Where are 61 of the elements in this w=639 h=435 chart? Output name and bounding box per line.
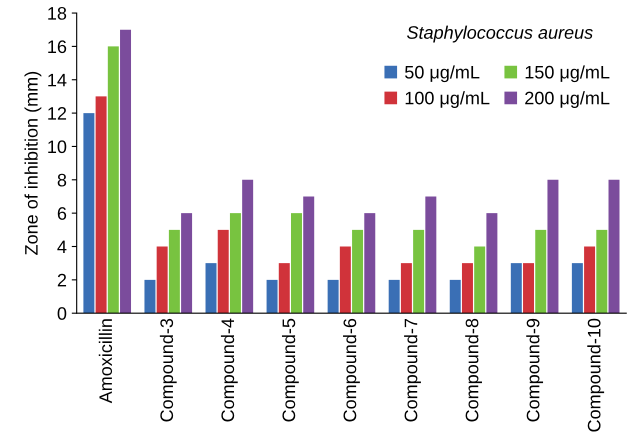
- bar: [108, 46, 119, 314]
- bar: [584, 246, 596, 314]
- bar: [547, 180, 558, 314]
- bar: [168, 230, 180, 314]
- bar: [400, 263, 412, 314]
- y-tick-label: 6: [58, 207, 66, 220]
- y-tick-label: 12: [48, 107, 66, 120]
- bar: [462, 263, 473, 314]
- bar: [156, 246, 168, 314]
- bar: [242, 180, 254, 314]
- bar: [388, 280, 400, 314]
- y-tick-label: 16: [48, 40, 66, 54]
- bar: [328, 280, 339, 314]
- bar: [425, 196, 436, 314]
- bar: [413, 230, 424, 314]
- x-tick-label: Compound-6: [343, 318, 360, 422]
- bar: [144, 280, 156, 314]
- bar: [535, 230, 546, 314]
- bar: [218, 230, 229, 314]
- x-tick-label: Compound-8: [465, 318, 482, 422]
- legend-label: 150 μg/mL: [526, 65, 610, 82]
- bar: [352, 230, 364, 314]
- bar: [510, 263, 522, 314]
- bar: [291, 213, 302, 314]
- text: Staphylococcus aureus: [407, 26, 593, 42]
- bar: [96, 96, 107, 314]
- bar: [278, 263, 290, 314]
- bar: [83, 113, 94, 314]
- bar: [364, 213, 376, 314]
- x-tick-label: Compound-9: [526, 318, 544, 422]
- x-tick-label: Compound-4: [220, 318, 238, 422]
- x-tick-label: Compound-3: [160, 318, 177, 422]
- bar: [596, 230, 608, 314]
- legend-label: 100 μg/mL: [406, 91, 490, 108]
- y-tick-label: 10: [48, 140, 66, 154]
- legend-label: 200 μg/mL: [525, 91, 610, 108]
- bar: [523, 263, 534, 314]
- bar: [486, 213, 498, 314]
- legend-label: 50 μg/mL: [405, 65, 480, 82]
- x-tick-label: Amoxicillin: [98, 319, 112, 404]
- y-tick-label: 18: [48, 6, 66, 20]
- y-tick-label: 8: [58, 174, 66, 187]
- bar: [206, 263, 217, 314]
- y-axis-title: Zone of inhibition (mm): [24, 72, 42, 255]
- y-tick-label: 0: [58, 307, 66, 320]
- bar: [230, 213, 241, 314]
- y-tick-label: 4: [57, 240, 66, 254]
- bar: [340, 246, 351, 314]
- x-tick-label: Compound-10: [587, 318, 604, 432]
- y-tick-label: 2: [58, 274, 66, 286]
- bar: [572, 263, 583, 314]
- x-tick-label: Compound-7: [404, 318, 421, 422]
- bar: [450, 280, 461, 314]
- bar: [120, 30, 132, 314]
- bar: [474, 246, 486, 314]
- bar: [303, 196, 314, 314]
- y-tick-label: 14: [48, 74, 66, 86]
- bar: [608, 180, 620, 314]
- bar: [181, 213, 192, 314]
- x-tick-label: Compound-5: [282, 318, 299, 422]
- bar: [266, 280, 278, 314]
